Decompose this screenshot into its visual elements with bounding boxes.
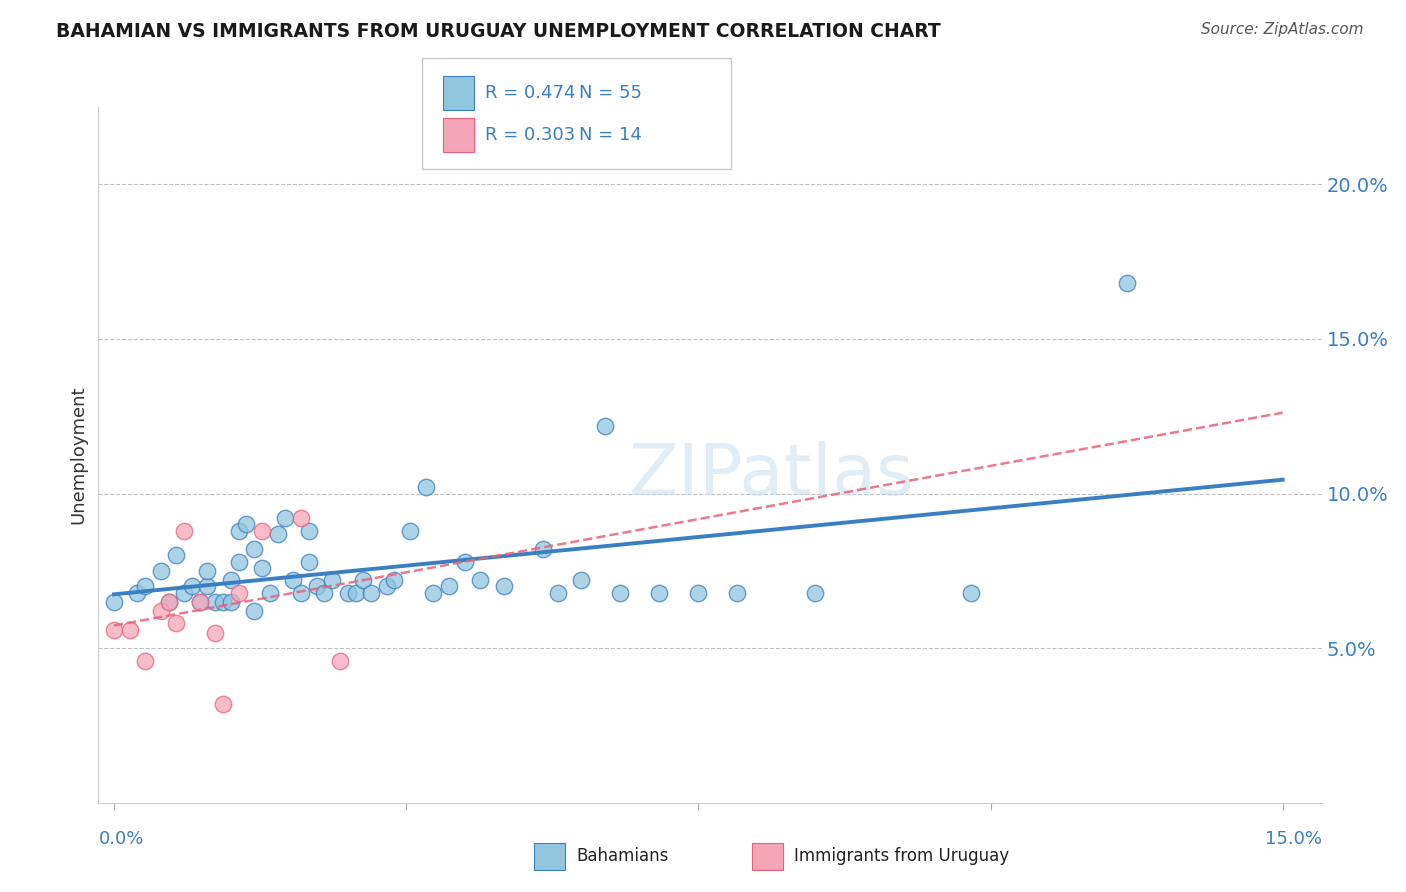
- Point: [235, 517, 257, 532]
- Point: [103, 595, 125, 609]
- Point: [228, 555, 250, 569]
- Point: [204, 595, 226, 609]
- Point: [688, 585, 710, 599]
- Text: N = 55: N = 55: [579, 84, 643, 102]
- Text: R = 0.303: R = 0.303: [485, 126, 575, 144]
- Point: [384, 573, 406, 587]
- Text: Source: ZipAtlas.com: Source: ZipAtlas.com: [1201, 22, 1364, 37]
- Point: [243, 542, 266, 557]
- Point: [149, 564, 172, 578]
- Point: [212, 595, 235, 609]
- Point: [250, 561, 273, 575]
- Point: [422, 585, 444, 599]
- Point: [204, 625, 226, 640]
- Point: [219, 595, 242, 609]
- Point: [298, 555, 321, 569]
- Point: [492, 579, 515, 593]
- Point: [453, 555, 475, 569]
- Point: [228, 524, 250, 538]
- Point: [399, 524, 422, 538]
- Text: R = 0.474: R = 0.474: [485, 84, 575, 102]
- Point: [212, 697, 235, 711]
- Point: [305, 579, 328, 593]
- Point: [134, 654, 156, 668]
- Point: [188, 595, 211, 609]
- Point: [127, 585, 149, 599]
- Point: [352, 573, 374, 587]
- Point: [290, 585, 312, 599]
- Point: [725, 585, 748, 599]
- Point: [250, 524, 273, 538]
- Text: ZIPatlas: ZIPatlas: [628, 442, 914, 510]
- Point: [648, 585, 671, 599]
- Point: [243, 604, 266, 618]
- Point: [228, 585, 250, 599]
- Point: [531, 542, 554, 557]
- Point: [593, 418, 616, 433]
- Text: 0.0%: 0.0%: [98, 830, 143, 847]
- Point: [437, 579, 460, 593]
- Point: [375, 579, 398, 593]
- Point: [360, 585, 382, 599]
- Point: [547, 585, 569, 599]
- Point: [157, 595, 180, 609]
- Point: [336, 585, 359, 599]
- Text: BAHAMIAN VS IMMIGRANTS FROM URUGUAY UNEMPLOYMENT CORRELATION CHART: BAHAMIAN VS IMMIGRANTS FROM URUGUAY UNEM…: [56, 22, 941, 41]
- Point: [197, 579, 219, 593]
- Point: [103, 623, 125, 637]
- Text: Immigrants from Uruguay: Immigrants from Uruguay: [794, 847, 1010, 865]
- Point: [157, 595, 180, 609]
- Y-axis label: Unemployment: Unemployment: [69, 385, 87, 524]
- Point: [290, 511, 312, 525]
- Point: [173, 585, 195, 599]
- Point: [118, 623, 141, 637]
- Point: [266, 526, 288, 541]
- Point: [219, 573, 242, 587]
- Point: [609, 585, 631, 599]
- Point: [188, 595, 211, 609]
- Point: [134, 579, 156, 593]
- Point: [149, 604, 172, 618]
- Point: [298, 524, 321, 538]
- Point: [415, 480, 437, 494]
- Point: [571, 573, 593, 587]
- Point: [165, 549, 187, 563]
- Point: [165, 616, 187, 631]
- Point: [274, 511, 297, 525]
- Text: N = 14: N = 14: [579, 126, 643, 144]
- Point: [804, 585, 827, 599]
- Point: [314, 585, 336, 599]
- Point: [180, 579, 202, 593]
- Point: [173, 524, 195, 538]
- Point: [259, 585, 281, 599]
- Point: [470, 573, 492, 587]
- Point: [321, 573, 343, 587]
- Point: [197, 564, 219, 578]
- Point: [344, 585, 367, 599]
- Point: [283, 573, 305, 587]
- Point: [960, 585, 983, 599]
- Text: 15.0%: 15.0%: [1264, 830, 1322, 847]
- Point: [1115, 277, 1137, 291]
- Text: Bahamians: Bahamians: [576, 847, 669, 865]
- Point: [329, 654, 352, 668]
